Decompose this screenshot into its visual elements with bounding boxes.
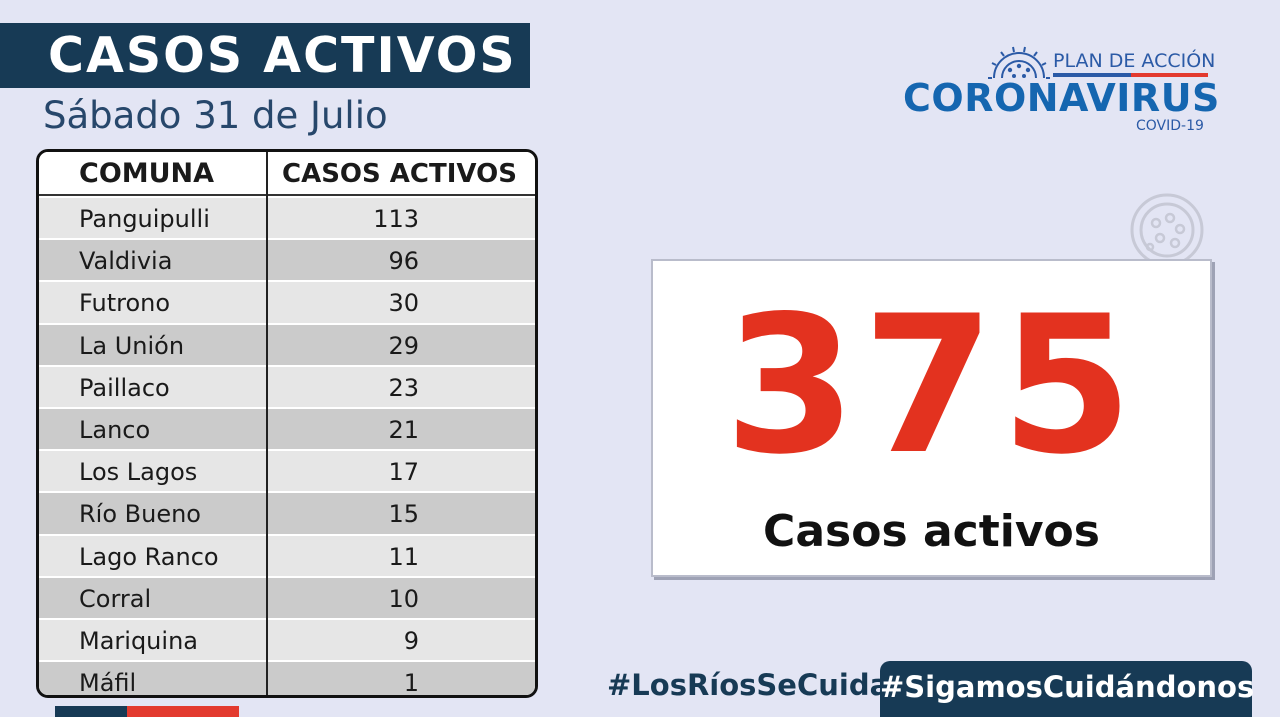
table-row: Máfil 1: [39, 662, 535, 698]
column-header-casos: CASOS ACTIVOS: [282, 159, 517, 189]
cases-table: COMUNA CASOS ACTIVOS Panguipulli 113 Vald…: [36, 149, 538, 698]
comuna-cell: La Unión: [79, 331, 185, 360]
casos-cell: 113: [373, 205, 419, 233]
table-row: Mariquina 9: [39, 619, 535, 663]
comuna-cell: Máfil: [79, 669, 137, 698]
casos-cell: 30: [388, 289, 419, 318]
column-divider: [266, 152, 268, 695]
table-row: La Unión 29: [39, 324, 535, 367]
logo-covid-text: COVID-19: [1136, 118, 1204, 134]
comuna-cell: Lanco: [79, 415, 151, 444]
total-panel: 375 Casos activos: [651, 259, 1212, 577]
casos-cell: 23: [388, 373, 419, 402]
flag-stripe-blue: [55, 706, 127, 717]
comuna-cell: Río Bueno: [79, 500, 201, 529]
table-row: Lago Ranco 11: [39, 535, 535, 578]
table-row: Paillaco 23: [39, 366, 535, 409]
date-subtitle: Sábado 31 de Julio: [43, 94, 388, 137]
logo-underline: [1053, 73, 1208, 77]
casos-cell: 15: [388, 500, 419, 529]
table-row: Lanco 21: [39, 408, 535, 452]
casos-cell: 1: [403, 669, 419, 698]
title-banner: CASOS ACTIVOS: [0, 23, 530, 88]
column-header-comuna: COMUNA: [79, 158, 215, 189]
comuna-cell: Panguipulli: [79, 205, 210, 233]
casos-cell: 10: [388, 584, 419, 613]
hashtag-losrios: #LosRíosSeCuida: [607, 668, 890, 702]
table-row: Panguipulli 113: [39, 198, 535, 241]
total-cases-label: Casos activos: [763, 506, 1100, 557]
casos-cell: 9: [403, 626, 419, 655]
hashtag-sigamos: #SigamosCuidándonos: [880, 670, 1255, 704]
comuna-cell: Paillaco: [79, 373, 170, 402]
logo-plan-text: PLAN DE ACCIÓN: [1053, 50, 1216, 72]
casos-cell: 29: [388, 331, 419, 360]
page-title: CASOS ACTIVOS: [48, 27, 517, 84]
comuna-cell: Futrono: [79, 289, 171, 318]
flag-stripe: [55, 706, 239, 717]
casos-cell: 21: [388, 415, 419, 444]
virus-decoration-icon: [1130, 193, 1204, 260]
comuna-cell: Lago Ranco: [79, 542, 219, 571]
table-row: Corral 10: [39, 577, 535, 620]
table-header: COMUNA CASOS ACTIVOS: [39, 152, 535, 196]
comuna-cell: Mariquina: [79, 626, 198, 655]
logo-coronavirus-text: CORONAVIRUS: [903, 76, 1220, 120]
casos-cell: 96: [388, 247, 419, 276]
table-row: Los Lagos 17: [39, 451, 535, 494]
table-row: Valdivia 96: [39, 240, 535, 283]
flag-stripe-red: [127, 706, 239, 717]
table-row: Río Bueno 15: [39, 493, 535, 536]
table-row: Futrono 30: [39, 282, 535, 325]
total-cases-number: 375: [724, 275, 1139, 496]
casos-cell: 11: [388, 542, 419, 571]
virus-icon: [988, 46, 1050, 79]
hashtag-banner: #SigamosCuidándonos: [880, 661, 1255, 717]
comuna-cell: Los Lagos: [79, 458, 198, 487]
coronavirus-logo: PLAN DE ACCIÓN CORONAVIRUS COVID-19: [900, 38, 1219, 138]
casos-cell: 17: [388, 458, 419, 487]
comuna-cell: Valdivia: [79, 247, 173, 276]
comuna-cell: Corral: [79, 584, 152, 613]
table-body: Panguipulli 113 Valdivia 96 Futrono 30 La U…: [39, 198, 535, 698]
